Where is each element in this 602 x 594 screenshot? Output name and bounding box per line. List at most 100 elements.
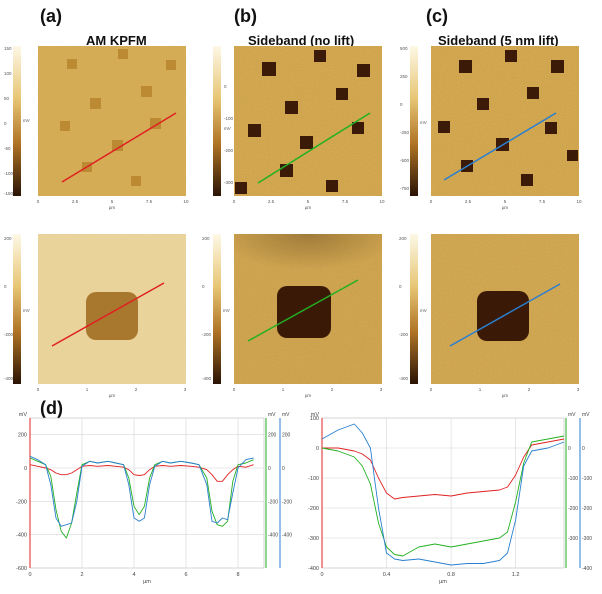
map-a-bottom-xunit: µm — [109, 393, 116, 398]
chart-right-raxis-1-tick-1: -100 — [582, 476, 592, 482]
map-b-top-xtick-1: 2.5 — [268, 199, 275, 204]
cbar-c-top-tick-0: 500 — [400, 46, 408, 51]
map-a-top-xtick-1: 2.5 — [72, 199, 79, 204]
cbar-b-top-tick-2: -100 — [224, 116, 234, 121]
chart-left-ytick-2: -200 — [16, 499, 27, 505]
cbar-c-top-tick-5: -750 — [400, 186, 410, 191]
cbar-b-bottom-tick-1: 0 — [202, 284, 205, 289]
chart-left-xtick-1: 2 — [80, 572, 83, 578]
cbar-a-bottom-tick-1: 0 — [4, 284, 7, 289]
profile-line-c-top — [443, 112, 557, 181]
chart-left-ylabel: mV — [19, 412, 28, 418]
map-c-top-xtick-3: 7.5 — [539, 199, 546, 204]
chart-right-raxis-1-tick-4: -400 — [582, 566, 592, 572]
chart-left-xtick-0: 0 — [28, 572, 31, 578]
chart-right-xtick-0: 0 — [320, 572, 323, 578]
chart-right-raxis-0-tick-1: -100 — [568, 476, 578, 482]
chart-right-series-1 — [321, 435, 565, 557]
chart-right-raxis-0-tick-0: 0 — [568, 446, 571, 452]
title-sideband-lift: Sideband (5 nm lift) — [438, 33, 559, 48]
map-c-bottom-xtick-2: 2 — [528, 387, 531, 392]
cbar-b-bottom-unit: mV — [223, 308, 230, 313]
cbar-a-top-unit: mV — [23, 118, 30, 123]
chart-left-raxis-0-tick-1: 0 — [268, 466, 271, 472]
colorbar-a-top — [13, 46, 21, 196]
map-c-bottom-xunit: µm — [502, 393, 509, 398]
map-b-top-xtick-4: 10 — [379, 199, 385, 204]
map-c-top-xunit: µm — [502, 205, 509, 210]
chart-left-series-1 — [29, 457, 254, 539]
title-am-kpfm: AM KPFM — [86, 33, 147, 48]
chart-left-ytick-1: 0 — [24, 466, 27, 472]
chart-right-raxis-1-tick-2: -200 — [582, 506, 592, 512]
profile-line-a-top — [61, 112, 177, 183]
colorbar-b-top — [213, 46, 221, 196]
chart-right-raxis-0-label: mV — [568, 412, 576, 418]
chart-left-xlabel: µm — [143, 579, 151, 585]
chart-left-raxis-1-tick-2: -200 — [282, 499, 292, 505]
map-a-bottom-xtick-2: 2 — [135, 387, 138, 392]
chart-right-raxis-1-tick-3: -300 — [582, 536, 592, 542]
chart-left-raxis-0-tick-0: 200 — [268, 433, 277, 439]
map-b-bottom — [234, 234, 382, 384]
map-a-bottom-xtick-0: 0 — [37, 387, 40, 392]
chart-right-ytick-5: -400 — [308, 566, 319, 572]
colorbar-a-bottom — [13, 234, 21, 384]
profile-chart-left: 200 0 -200 -400 -600 mV 0 2 4 6 8 µm 200 0 -200 -400 mV 2… — [16, 412, 292, 585]
chart-right-series-0 — [322, 438, 565, 500]
map-c-top-xtick-0: 0 — [430, 199, 433, 204]
map-a-top-xtick-0: 0 — [37, 199, 40, 204]
cbar-c-top-tick-1: 250 — [400, 74, 408, 79]
chart-right-plot-area — [321, 417, 565, 569]
cbar-b-bottom-tick-0: 200 — [202, 236, 210, 241]
profile-line-b-bottom — [247, 279, 359, 342]
map-b-top-xunit: µm — [305, 205, 312, 210]
chart-right-xlabel: µm — [439, 579, 447, 585]
map-a-top-xunit: µm — [109, 205, 116, 210]
cbar-a-bottom-tick-2: -200 — [4, 332, 14, 337]
panel-letter-c: (c) — [426, 6, 448, 26]
map-c-bottom-xtick-3: 3 — [577, 387, 580, 392]
chart-left-series-0 — [29, 464, 254, 482]
title-sideband-no-lift: Sideband (no lift) — [248, 33, 355, 48]
map-b-top — [234, 46, 382, 196]
chart-left-raxis-1-tick-0: 200 — [282, 433, 291, 439]
map-a-top-xtick-2: 5 — [111, 199, 114, 204]
panel-letter-d: (d) — [40, 398, 63, 418]
cbar-c-bottom-tick-3: -400 — [399, 376, 409, 381]
chart-left-raxis-0-label: mV — [268, 412, 276, 418]
chart-left-raxis-1-tick-3: -400 — [282, 533, 292, 539]
map-b-top-xtick-2: 5 — [307, 199, 310, 204]
cbar-a-top-tick-3: 0 — [4, 121, 7, 126]
cbar-b-top-unit: mV — [224, 126, 231, 131]
cbar-c-top-tick-4: -500 — [400, 158, 410, 163]
cbar-a-bottom-tick-0: 200 — [4, 236, 12, 241]
chart-right-raxis-0-tick-3: -300 — [568, 536, 578, 542]
cbar-b-top-tick-1: 0 — [224, 84, 227, 89]
kpfm-maps: 150 100 50 0 -50 -100 -150 mV 0 -100 -20… — [4, 46, 582, 398]
cbar-b-top-tick-3: -200 — [224, 148, 234, 153]
map-c-top-xtick-4: 10 — [576, 199, 582, 204]
chart-left-ytick-4: -600 — [16, 566, 27, 572]
chart-left-raxis-0-tick-2: -200 — [268, 499, 278, 505]
cbar-a-top-tick-4: -50 — [4, 146, 11, 151]
chart-left-ytick-3: -400 — [16, 533, 27, 539]
chart-right-ylabel: mV — [311, 412, 320, 418]
cbar-a-top-tick-6: -150 — [4, 191, 14, 196]
cbar-a-top-tick-0: 150 — [4, 46, 12, 51]
map-c-bottom — [431, 234, 579, 384]
cbar-c-bottom-tick-2: -200 — [399, 332, 409, 337]
map-c-top-xtick-1: 2.5 — [465, 199, 472, 204]
chart-left-raxis-0-tick-3: -400 — [268, 533, 278, 539]
chart-right-xtick-1: 0.4 — [383, 572, 391, 578]
map-b-top-xtick-3: 7.5 — [342, 199, 349, 204]
chart-left-series-2 — [29, 455, 254, 527]
map-b-bottom-xtick-3: 3 — [380, 387, 383, 392]
chart-left-xtick-4: 8 — [236, 572, 239, 578]
chart-right-series-2 — [321, 423, 565, 566]
chart-right-ytick-1: 0 — [316, 446, 319, 452]
cbar-c-top-tick-2: 0 — [400, 102, 403, 107]
map-b-bottom-xtick-0: 0 — [233, 387, 236, 392]
map-a-top — [38, 46, 186, 196]
